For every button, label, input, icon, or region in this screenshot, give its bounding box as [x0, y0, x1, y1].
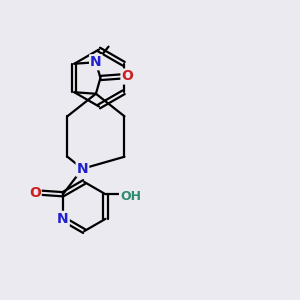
Text: OH: OH [120, 190, 141, 203]
Text: N: N [57, 212, 69, 226]
Text: N: N [76, 162, 88, 176]
Text: N: N [90, 55, 102, 69]
Text: O: O [29, 186, 41, 200]
Text: O: O [122, 70, 134, 83]
